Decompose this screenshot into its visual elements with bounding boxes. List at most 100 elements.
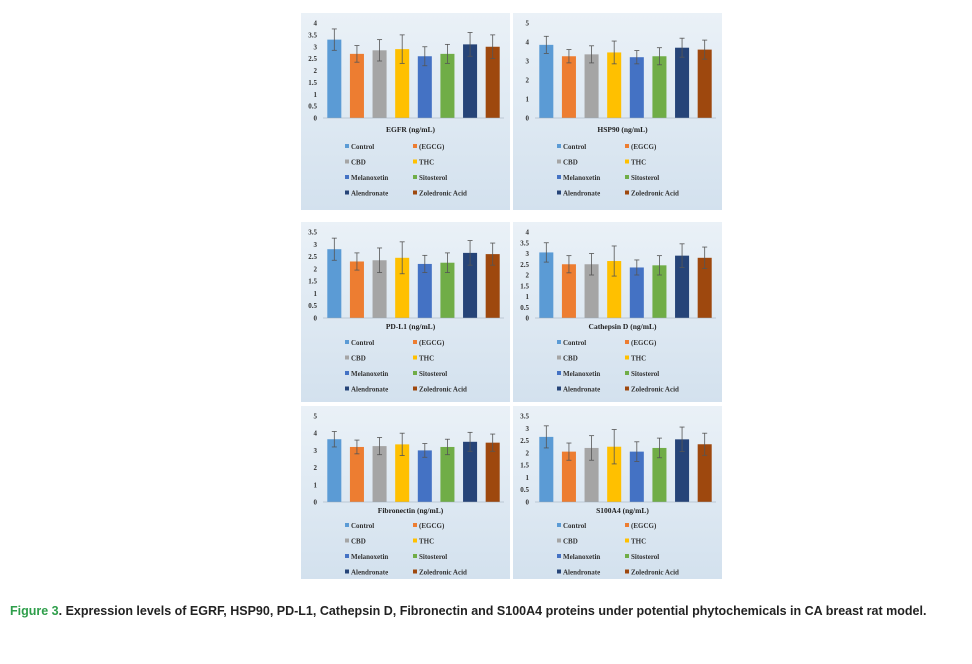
y-tick-label: 0 [526, 315, 530, 323]
bar-egcg [349, 446, 364, 502]
y-tick-label: 1 [314, 290, 318, 298]
legend-label: CBD [563, 355, 578, 363]
y-tick-label: 5 [314, 413, 318, 421]
error-bar [589, 45, 595, 64]
legend-label: THC [419, 159, 434, 167]
error-bar [331, 237, 337, 261]
bar-cbd [372, 50, 387, 118]
legend-item: Melanoxetin [557, 370, 600, 378]
legend-label: THC [631, 538, 646, 546]
legend-label: Alendronate [351, 569, 388, 577]
legend-label: CBD [351, 355, 366, 363]
legend-label: Alendronate [351, 190, 388, 198]
legend-item: Alendronate [345, 569, 388, 577]
error-bar [399, 432, 405, 456]
legend-label: Zoledronic Acid [419, 569, 467, 577]
legend-item: Zoledronic Acid [625, 190, 679, 198]
legend-label: Alendronate [563, 386, 600, 394]
bar-alendronate [675, 439, 690, 502]
y-tick-label: 0 [314, 315, 318, 323]
y-tick-label: 2.5 [520, 437, 529, 445]
legend-swatch [345, 386, 349, 391]
legend-item: CBD [345, 355, 366, 363]
legend-label: Alendronate [351, 386, 388, 394]
x-axis-title: EGFR (ng/mL) [386, 125, 435, 134]
y-tick-label: 3.5 [308, 229, 317, 237]
legend-label: THC [419, 538, 434, 546]
legend-swatch [625, 340, 629, 344]
legend-label: Zoledronic Acid [419, 386, 467, 394]
bar-control [327, 439, 342, 502]
y-tick-label: 2 [314, 464, 318, 472]
legend-item: THC [625, 355, 646, 363]
chart-svg: 0 1 2 3 4 5 Fibronectin (ng/mL) Control (EGCG) CB… [314, 413, 504, 577]
legend-label: Melanoxetin [351, 174, 388, 182]
legend-label: CBD [563, 538, 578, 546]
legend-item: (EGCG) [625, 339, 657, 347]
y-tick-label: 3 [526, 58, 530, 66]
bar-sitosterol [652, 265, 667, 318]
y-tick-label: 2.5 [520, 261, 529, 269]
legend-swatch [345, 355, 349, 360]
legend-label: Control [563, 522, 586, 530]
bar-thc [395, 257, 410, 318]
y-tick-label: 0 [526, 499, 530, 507]
error-bar [467, 431, 473, 452]
legend-label: (EGCG) [631, 339, 657, 347]
y-tick-label: 1.5 [520, 282, 529, 290]
y-tick-label: 1 [526, 96, 530, 104]
legend-label: THC [631, 159, 646, 167]
legend-item: CBD [345, 538, 366, 546]
legend-item: Control [557, 522, 586, 530]
legend-item: CBD [557, 538, 578, 546]
legend-swatch [557, 386, 561, 391]
legend-item: THC [625, 159, 646, 167]
legend-swatch [557, 569, 561, 574]
legend-item: CBD [557, 159, 578, 167]
legend-swatch [557, 340, 561, 344]
legend-swatch [557, 175, 561, 179]
y-tick-label: 4 [526, 229, 530, 237]
chart-svg: 0 1 2 3 4 5 HSP90 (ng/mL) Control (EGCG) CBD THC Me… [526, 20, 716, 198]
y-tick-label: 3.5 [520, 413, 529, 421]
error-bar [611, 429, 617, 465]
bar-zoledronic-acid [485, 442, 500, 502]
legend-item: Sitosterol [413, 174, 447, 182]
error-bar [656, 255, 662, 276]
bar-thc [607, 52, 622, 119]
y-tick-label: 0 [314, 499, 318, 507]
bar-cbd [372, 260, 387, 318]
legend-item: Alendronate [345, 190, 388, 198]
legend-item: Control [345, 339, 374, 347]
y-tick-label: 1 [314, 91, 318, 99]
y-tick-label: 1.5 [308, 278, 317, 286]
bar-control [327, 249, 342, 318]
legend-item: THC [413, 538, 434, 546]
legend-swatch [557, 371, 561, 375]
legend-label: Zoledronic Acid [631, 569, 679, 577]
legend-swatch [345, 159, 349, 164]
legend-swatch [625, 386, 629, 391]
y-tick-label: 1 [526, 293, 530, 301]
bar-thc [395, 49, 410, 118]
bar-control [327, 39, 342, 118]
bar-egcg [349, 261, 364, 318]
bar-egcg [349, 53, 364, 118]
y-tick-label: 3.5 [520, 239, 529, 247]
error-bar [543, 35, 549, 54]
legend-item: (EGCG) [625, 143, 657, 151]
bar-thc [395, 444, 410, 502]
legend-item: Melanoxetin [557, 553, 600, 561]
error-bar [656, 437, 662, 459]
y-tick-label: 3 [314, 447, 318, 455]
x-axis-title: Fibronectin (ng/mL) [378, 506, 444, 515]
error-bar [543, 242, 549, 263]
y-tick-label: 3 [314, 241, 318, 249]
bar-alendronate [463, 441, 478, 502]
legend-label: Alendronate [563, 569, 600, 577]
error-bar [679, 243, 685, 268]
legend-item: Sitosterol [625, 370, 659, 378]
legend-label: Sitosterol [419, 370, 447, 378]
y-tick-label: 2 [526, 449, 530, 457]
legend-swatch [625, 159, 629, 164]
